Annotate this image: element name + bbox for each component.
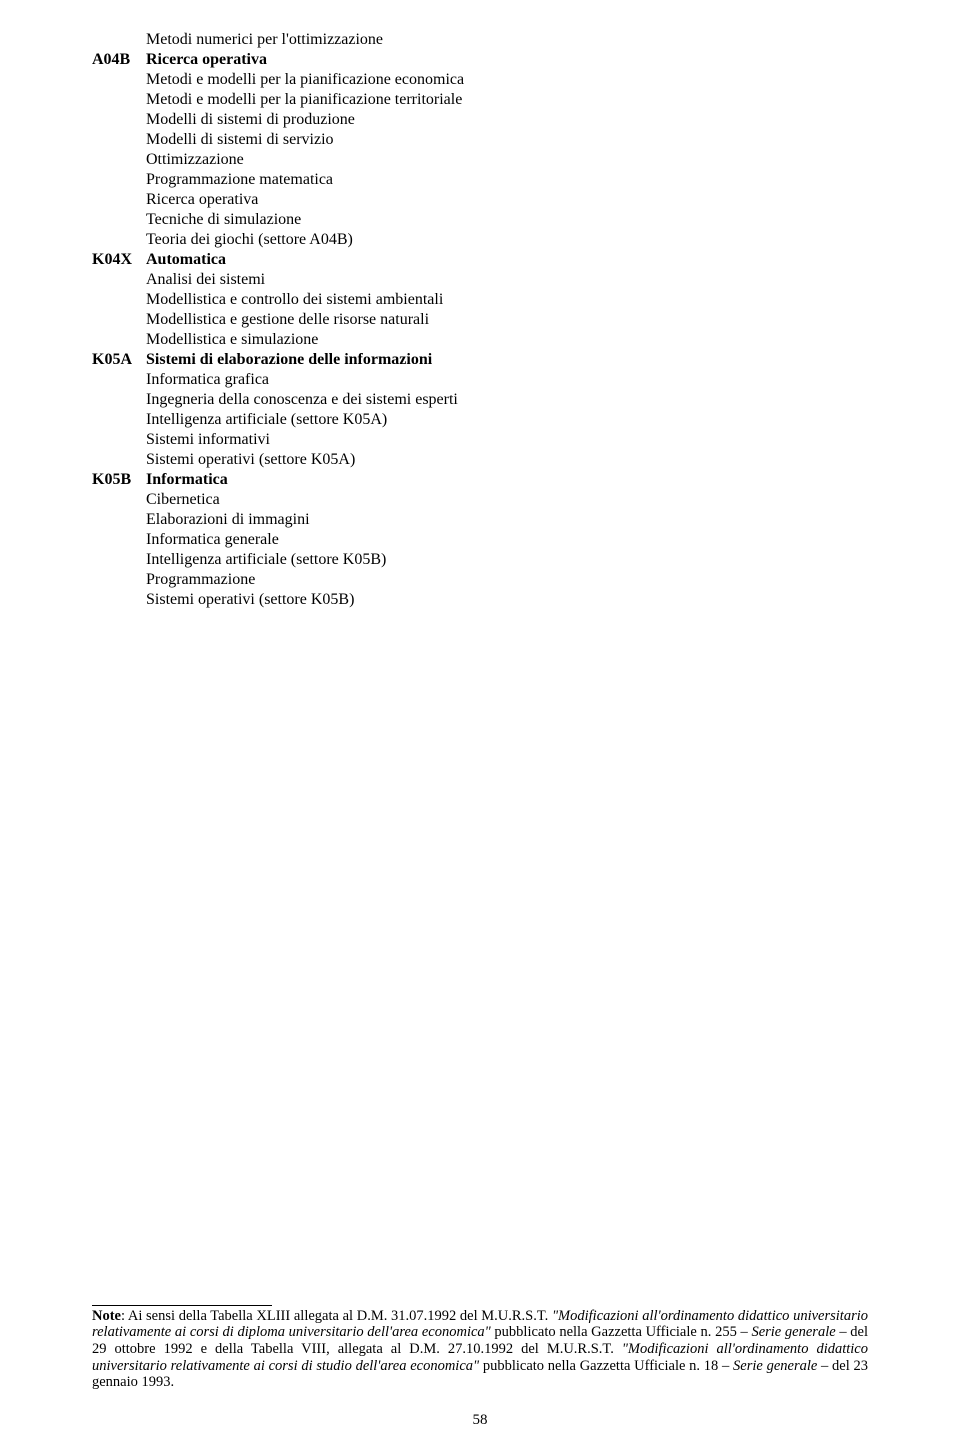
- list-row: Metodi e modelli per la pianificazione e…: [92, 70, 868, 90]
- item-text: Analisi dei sistemi: [146, 270, 868, 290]
- item-text: Informatica generale: [146, 530, 868, 550]
- item-text: Elaborazioni di immagini: [146, 510, 868, 530]
- list-row: Informatica generale: [92, 530, 868, 550]
- code-cell: [92, 190, 146, 210]
- item-text: Sistemi operativi (settore K05B): [146, 590, 868, 610]
- item-text: Modellistica e simulazione: [146, 330, 868, 350]
- list-row: Teoria dei giochi (settore A04B): [92, 230, 868, 250]
- code-cell: [92, 290, 146, 310]
- list-row: K05A Sistemi di elaborazione delle infor…: [92, 350, 868, 370]
- list-row: Modelli di sistemi di servizio: [92, 130, 868, 150]
- list-row: Sistemi informativi: [92, 430, 868, 450]
- item-text: Cibernetica: [146, 490, 868, 510]
- list-row: K05B Informatica: [92, 470, 868, 490]
- item-heading: Informatica: [146, 470, 868, 490]
- code-cell: [92, 90, 146, 110]
- code-cell: [92, 390, 146, 410]
- code-cell: K04X: [92, 250, 146, 270]
- list-row: Tecniche di simulazione: [92, 210, 868, 230]
- item-heading: Ricerca operativa: [146, 50, 868, 70]
- list-row: Modellistica e controllo dei sistemi amb…: [92, 290, 868, 310]
- item-text: Programmazione matematica: [146, 170, 868, 190]
- code-cell: [92, 570, 146, 590]
- code-cell: K05B: [92, 470, 146, 490]
- footnote-text: : Ai sensi della Tabella XLIII allegata …: [121, 1308, 552, 1324]
- code-cell: [92, 430, 146, 450]
- item-text: Tecniche di simulazione: [146, 210, 868, 230]
- list-row: Analisi dei sistemi: [92, 270, 868, 290]
- list-row: Modellistica e gestione delle risorse na…: [92, 310, 868, 330]
- list-row: Modellistica e simulazione: [92, 330, 868, 350]
- list-row: A04B Ricerca operativa: [92, 50, 868, 70]
- item-text: Intelligenza artificiale (settore K05A): [146, 410, 868, 430]
- code-cell: [92, 270, 146, 290]
- list-row: Informatica grafica: [92, 370, 868, 390]
- code-cell: [92, 150, 146, 170]
- code-cell: [92, 30, 146, 50]
- code-cell: [92, 110, 146, 130]
- item-text: Modelli di sistemi di servizio: [146, 130, 868, 150]
- item-text: Modellistica e controllo dei sistemi amb…: [146, 290, 868, 310]
- footnote-italic: Serie generale: [733, 1358, 817, 1374]
- item-text: Metodi e modelli per la pianificazione e…: [146, 70, 868, 90]
- code-cell: [92, 70, 146, 90]
- item-text: Modelli di sistemi di produzione: [146, 110, 868, 130]
- item-text: Programmazione: [146, 570, 868, 590]
- code-cell: [92, 410, 146, 430]
- code-cell: [92, 510, 146, 530]
- code-cell: [92, 230, 146, 250]
- item-text: Intelligenza artificiale (settore K05B): [146, 550, 868, 570]
- code-cell: [92, 370, 146, 390]
- page-number: 58: [0, 1412, 960, 1429]
- item-text: Sistemi informativi: [146, 430, 868, 450]
- code-cell: [92, 450, 146, 470]
- item-heading: Sistemi di elaborazione delle informazio…: [146, 350, 868, 370]
- list-row: K04X Automatica: [92, 250, 868, 270]
- list-row: Sistemi operativi (settore K05A): [92, 450, 868, 470]
- list-row: Ottimizzazione: [92, 150, 868, 170]
- code-cell: [92, 130, 146, 150]
- code-cell: A04B: [92, 50, 146, 70]
- code-cell: [92, 590, 146, 610]
- code-cell: [92, 170, 146, 190]
- item-text: Ottimizzazione: [146, 150, 868, 170]
- footnote-text: pubblicato nella Gazzetta Ufficiale n. 1…: [479, 1358, 733, 1374]
- code-cell: [92, 210, 146, 230]
- list-row: Ricerca operativa: [92, 190, 868, 210]
- code-cell: [92, 530, 146, 550]
- list-row: Programmazione matematica: [92, 170, 868, 190]
- item-heading: Automatica: [146, 250, 868, 270]
- item-text: Metodi numerici per l'ottimizzazione: [146, 30, 868, 50]
- footnote: Note: Ai sensi della Tabella XLIII alleg…: [92, 1305, 868, 1391]
- item-text: Sistemi operativi (settore K05A): [146, 450, 868, 470]
- item-text: Metodi e modelli per la pianificazione t…: [146, 90, 868, 110]
- list-row: Modelli di sistemi di produzione: [92, 110, 868, 130]
- code-cell: [92, 490, 146, 510]
- list-row: Sistemi operativi (settore K05B): [92, 590, 868, 610]
- list-row: Metodi numerici per l'ottimizzazione: [92, 30, 868, 50]
- code-cell: [92, 330, 146, 350]
- footnote-text: pubblicato nella Gazzetta Ufficiale n. 2…: [491, 1324, 752, 1340]
- list-row: Metodi e modelli per la pianificazione t…: [92, 90, 868, 110]
- item-text: Teoria dei giochi (settore A04B): [146, 230, 868, 250]
- item-text: Ricerca operativa: [146, 190, 868, 210]
- list-row: Intelligenza artificiale (settore K05A): [92, 410, 868, 430]
- list-row: Elaborazioni di immagini: [92, 510, 868, 530]
- item-text: Modellistica e gestione delle risorse na…: [146, 310, 868, 330]
- list-row: Programmazione: [92, 570, 868, 590]
- code-cell: [92, 310, 146, 330]
- code-cell: [92, 550, 146, 570]
- item-text: Informatica grafica: [146, 370, 868, 390]
- list-row: Ingegneria della conoscenza e dei sistem…: [92, 390, 868, 410]
- list-row: Intelligenza artificiale (settore K05B): [92, 550, 868, 570]
- content-list: Metodi numerici per l'ottimizzazione A04…: [92, 30, 868, 610]
- list-row: Cibernetica: [92, 490, 868, 510]
- footnote-label: Note: [92, 1308, 121, 1324]
- item-text: Ingegneria della conoscenza e dei sistem…: [146, 390, 868, 410]
- footnote-rule: [92, 1305, 272, 1306]
- code-cell: K05A: [92, 350, 146, 370]
- footnote-italic: Serie generale: [751, 1324, 835, 1340]
